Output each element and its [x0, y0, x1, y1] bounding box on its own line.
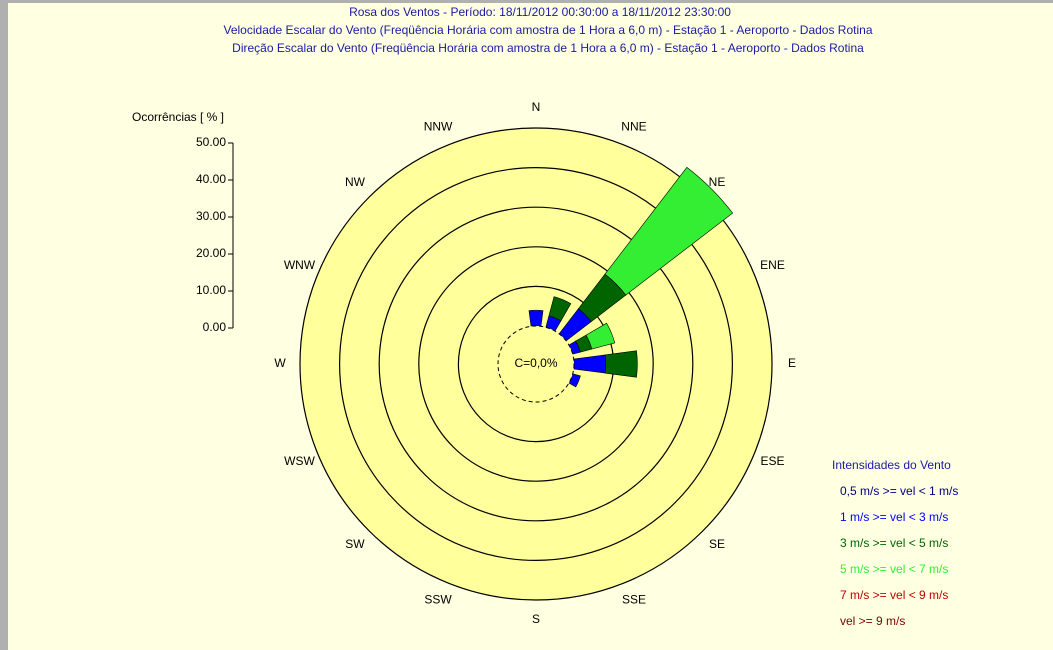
- ring: [378, 206, 694, 522]
- legend-entry: vel >= 9 m/s: [840, 614, 905, 628]
- direction-label: SW: [345, 537, 365, 551]
- ring: [418, 246, 654, 482]
- direction-label: ENE: [760, 258, 785, 272]
- chart-subtitle: Direção Escalar do Vento (Freqüência Hor…: [232, 41, 864, 55]
- y-axis-label: Ocorrências [ % ]: [132, 110, 224, 124]
- y-tick-label: 30.00: [196, 209, 226, 223]
- y-tick-label: 20.00: [196, 246, 226, 260]
- direction-label: SE: [709, 537, 725, 551]
- ring: [339, 167, 733, 561]
- legend-entry: 3 m/s >= vel < 5 m/s: [840, 536, 948, 550]
- direction-label: SSW: [424, 593, 452, 607]
- window-border: [0, 0, 8, 650]
- calm-label: C=0,0%: [514, 356, 557, 370]
- chart-subtitle: Velocidade Escalar do Vento (Freqüência …: [224, 23, 873, 37]
- wedge: [604, 350, 638, 378]
- direction-label: NE: [709, 175, 726, 189]
- direction-label: S: [532, 612, 540, 626]
- calm-circle: [497, 325, 575, 403]
- y-tick-label: 50.00: [196, 135, 226, 149]
- y-tick-label: 10.00: [196, 283, 226, 297]
- wedge: [548, 296, 572, 322]
- legend-entry: 0,5 m/s >= vel < 1 m/s: [840, 484, 958, 498]
- direction-label: WNW: [284, 258, 316, 272]
- legend-entry: 1 m/s >= vel < 3 m/s: [840, 510, 948, 524]
- direction-label: W: [274, 356, 286, 370]
- legend-entry: 7 m/s >= vel < 9 m/s: [840, 588, 948, 602]
- wedge: [528, 309, 544, 327]
- direction-label: SSE: [622, 593, 646, 607]
- direction-label: ESE: [761, 454, 785, 468]
- legend-title: Intensidades do Vento: [832, 458, 951, 472]
- wedge: [585, 322, 616, 350]
- legend-entry: 5 m/s >= vel < 7 m/s: [840, 562, 948, 576]
- wedge: [604, 166, 734, 296]
- direction-label: NNW: [424, 120, 453, 134]
- y-tick-label: 40.00: [196, 172, 226, 186]
- y-tick-label: 0.00: [203, 320, 227, 334]
- direction-label: NNE: [621, 120, 646, 134]
- window-border: [0, 0, 1053, 3]
- direction-label: NW: [345, 175, 366, 189]
- direction-label: N: [532, 100, 541, 114]
- direction-label: E: [788, 356, 796, 370]
- chart-title: Rosa dos Ventos - Período: 18/11/2012 00…: [349, 5, 731, 19]
- ring: [299, 127, 773, 601]
- direction-label: WSW: [284, 454, 315, 468]
